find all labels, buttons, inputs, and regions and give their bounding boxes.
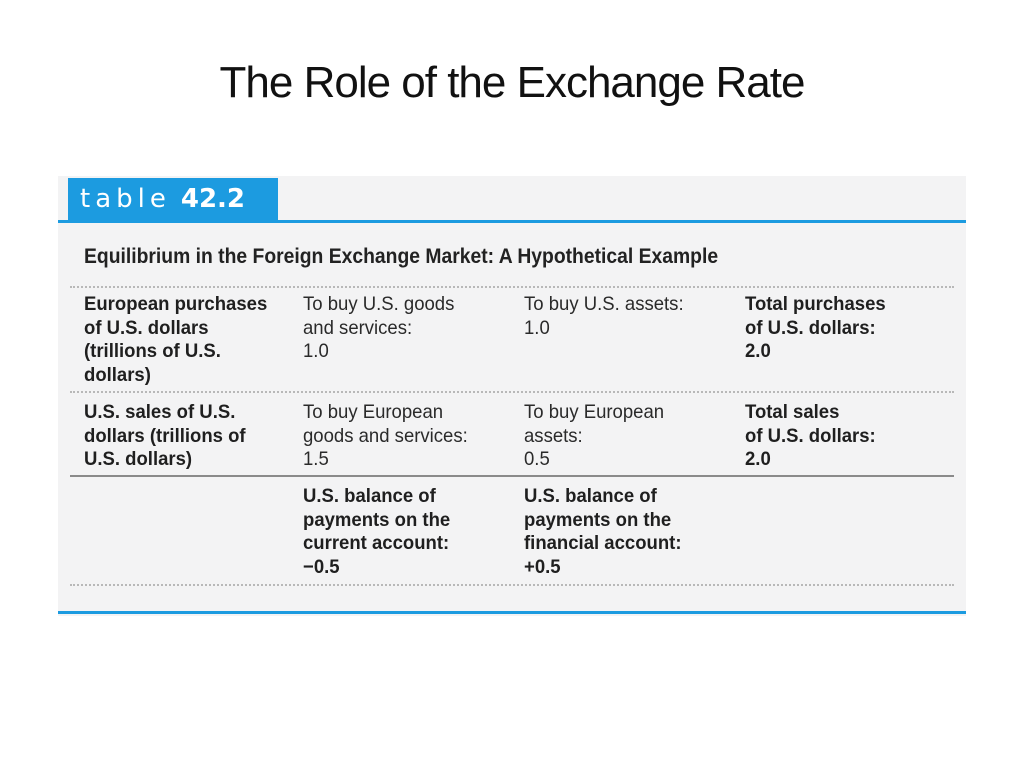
cell-line: and services:	[303, 316, 413, 339]
cell-line: 1.0	[303, 340, 329, 362]
row2-header-line: U.S. dollars)	[84, 448, 193, 470]
table-label-word: table	[80, 184, 171, 214]
cell-line: U.S. balance of	[524, 485, 657, 507]
cell-line: 2.0	[745, 340, 771, 362]
cell-line: To buy European	[303, 401, 444, 423]
row1-header-line: of U.S. dollars	[84, 316, 209, 339]
table-caption: Equilibrium in the Foreign Exchange Mark…	[84, 245, 719, 268]
divider-solid	[70, 475, 954, 477]
cell-line: assets:	[524, 424, 583, 447]
cell-line: +0.5	[524, 555, 561, 578]
row2-goods-services: To buy European goods and services: 1.5	[303, 401, 468, 472]
row3-financial-account: U.S. balance of payments on the financia…	[524, 485, 681, 579]
cell-line: To buy U.S. goods	[303, 293, 455, 315]
divider-dotted	[70, 584, 954, 586]
row1-header-line: dollars)	[84, 363, 151, 386]
row2-header-line: dollars (trillions of	[84, 424, 246, 447]
cell-line: 1.5	[303, 448, 329, 470]
row2-assets: To buy European assets: 0.5	[524, 401, 664, 472]
cell-line: goods and services:	[303, 424, 468, 447]
row1-assets: To buy U.S. assets: 1.0	[524, 293, 684, 340]
cell-line: Total sales	[745, 401, 840, 423]
cell-line: U.S. balance of	[303, 485, 436, 507]
cell-line: payments on the	[303, 508, 451, 531]
row1-header-line: (trillions of U.S.	[84, 340, 221, 362]
bottom-blue-rule	[58, 611, 966, 614]
row1-header-line: European purchases	[84, 293, 268, 315]
row2-total: Total sales of U.S. dollars: 2.0	[745, 401, 876, 472]
top-blue-rule	[58, 220, 966, 223]
cell-line: current account:	[303, 532, 450, 554]
cell-line: of U.S. dollars:	[745, 316, 876, 339]
slide-title: The Role of the Exchange Rate	[219, 58, 806, 107]
row1-goods-services: To buy U.S. goods and services: 1.0	[303, 293, 454, 364]
row2-header-line: U.S. sales of U.S.	[84, 401, 236, 423]
cell-line: 2.0	[745, 448, 771, 470]
row1-header: European purchases of U.S. dollars (tril…	[84, 293, 267, 387]
table-label-number: 42.2	[180, 184, 246, 214]
table-figure: table 42.2 Equilibrium in the Foreign Ex…	[58, 176, 966, 616]
cell-line: To buy U.S. assets:	[524, 293, 684, 315]
divider-dotted	[70, 391, 954, 393]
cell-line: 1.0	[524, 316, 550, 339]
divider-dotted	[70, 286, 954, 288]
cell-line: financial account:	[524, 532, 682, 554]
cell-line: of U.S. dollars:	[745, 424, 876, 447]
cell-line: 0.5	[524, 448, 550, 470]
row2-header: U.S. sales of U.S. dollars (trillions of…	[84, 401, 246, 472]
cell-line: To buy European	[524, 401, 665, 423]
table-label-tab: table 42.2	[68, 178, 278, 220]
cell-line: −0.5	[303, 555, 340, 578]
cell-line: payments on the	[524, 508, 672, 531]
cell-line: Total purchases	[745, 293, 886, 315]
row1-total: Total purchases of U.S. dollars: 2.0	[745, 293, 886, 364]
row3-current-account: U.S. balance of payments on the current …	[303, 485, 450, 579]
